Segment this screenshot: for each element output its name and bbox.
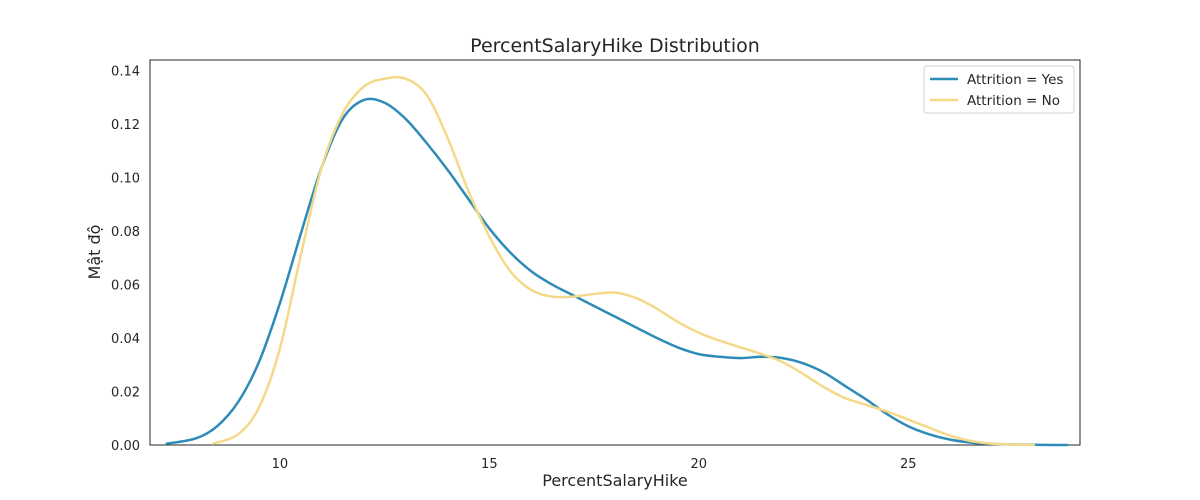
legend: Attrition = Yes Attrition = No <box>923 65 1075 114</box>
plot-area: 10 15 20 25 0.00 0.02 0.04 0.06 0.08 0.10 0.12 0.14 <box>111 59 1081 472</box>
y-axis-title: Mật độ <box>85 225 104 280</box>
x-tick-label-2: 20 <box>691 457 708 472</box>
series-line-1 <box>211 75 1036 447</box>
y-tick-label-4: 0.08 <box>111 225 140 240</box>
y-tick-label-7: 0.14 <box>111 65 140 80</box>
x-tick-label-3: 25 <box>900 457 917 472</box>
x-axis-title: PercentSalaryHike <box>542 471 687 490</box>
x-tick-label-1: 15 <box>481 457 498 472</box>
y-tick-label-2: 0.04 <box>111 332 140 347</box>
x-tick-label-0: 10 <box>272 457 289 472</box>
legend-label-0: Attrition = Yes <box>967 72 1063 88</box>
plot-frame <box>149 59 1081 446</box>
legend-label-1: Attrition = No <box>967 93 1060 109</box>
legend-box <box>923 65 1075 114</box>
y-tick-label-6: 0.12 <box>111 118 140 133</box>
y-tick-label-5: 0.10 <box>111 172 140 187</box>
series-line-0 <box>165 97 1069 447</box>
y-tick-label-3: 0.06 <box>111 279 140 294</box>
chart-title: PercentSalaryHike Distribution <box>470 35 760 57</box>
y-tick-label-1: 0.02 <box>111 386 140 401</box>
y-tick-label-0: 0.00 <box>111 439 140 454</box>
